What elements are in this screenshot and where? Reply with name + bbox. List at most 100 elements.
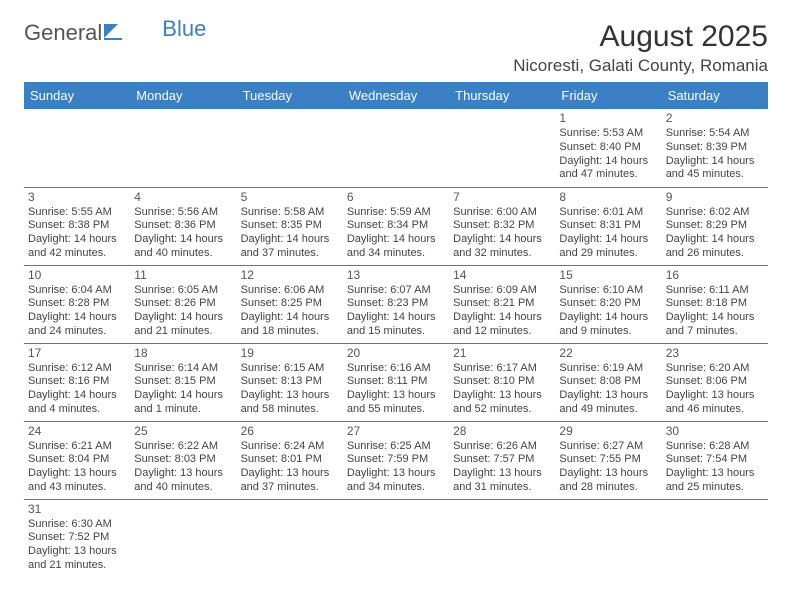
calendar-cell: 31Sunrise: 6:30 AMSunset: 7:52 PMDayligh… xyxy=(24,499,130,577)
logo-flag-icon xyxy=(104,20,124,46)
calendar-cell: 19Sunrise: 6:15 AMSunset: 8:13 PMDayligh… xyxy=(237,343,343,421)
calendar-cell: 23Sunrise: 6:20 AMSunset: 8:06 PMDayligh… xyxy=(662,343,768,421)
cell-sunrise: Sunrise: 6:04 AM xyxy=(28,284,126,298)
cell-sunrise: Sunrise: 6:10 AM xyxy=(559,284,657,298)
day-number: 13 xyxy=(347,268,445,283)
cell-sunset: Sunset: 8:39 PM xyxy=(666,141,764,155)
cell-daylight1: Daylight: 14 hours xyxy=(347,311,445,325)
cell-daylight1: Daylight: 14 hours xyxy=(28,389,126,403)
cell-sunrise: Sunrise: 6:30 AM xyxy=(28,518,126,532)
day-number: 18 xyxy=(134,346,232,361)
day-number: 29 xyxy=(559,424,657,439)
cell-daylight1: Daylight: 13 hours xyxy=(559,467,657,481)
calendar-cell: 15Sunrise: 6:10 AMSunset: 8:20 PMDayligh… xyxy=(555,265,661,343)
day-number: 1 xyxy=(559,111,657,126)
cell-sunset: Sunset: 7:54 PM xyxy=(666,453,764,467)
cell-daylight1: Daylight: 13 hours xyxy=(666,389,764,403)
calendar-cell: 16Sunrise: 6:11 AMSunset: 8:18 PMDayligh… xyxy=(662,265,768,343)
calendar-cell: 9Sunrise: 6:02 AMSunset: 8:29 PMDaylight… xyxy=(662,187,768,265)
cell-daylight1: Daylight: 14 hours xyxy=(241,311,339,325)
calendar-cell xyxy=(343,109,449,187)
calendar-cell xyxy=(449,109,555,187)
cell-daylight1: Daylight: 13 hours xyxy=(241,467,339,481)
cell-sunrise: Sunrise: 6:05 AM xyxy=(134,284,232,298)
calendar-cell: 5Sunrise: 5:58 AMSunset: 8:35 PMDaylight… xyxy=(237,187,343,265)
cell-daylight2: and 7 minutes. xyxy=(666,325,764,339)
calendar-cell: 17Sunrise: 6:12 AMSunset: 8:16 PMDayligh… xyxy=(24,343,130,421)
calendar-cell: 24Sunrise: 6:21 AMSunset: 8:04 PMDayligh… xyxy=(24,421,130,499)
calendar-cell: 7Sunrise: 6:00 AMSunset: 8:32 PMDaylight… xyxy=(449,187,555,265)
calendar-row: 1Sunrise: 5:53 AMSunset: 8:40 PMDaylight… xyxy=(24,109,768,187)
cell-sunrise: Sunrise: 6:06 AM xyxy=(241,284,339,298)
cell-daylight2: and 15 minutes. xyxy=(347,325,445,339)
day-number: 19 xyxy=(241,346,339,361)
calendar-cell: 4Sunrise: 5:56 AMSunset: 8:36 PMDaylight… xyxy=(130,187,236,265)
calendar-cell xyxy=(237,109,343,187)
calendar-cell xyxy=(130,499,236,577)
calendar-cell: 6Sunrise: 5:59 AMSunset: 8:34 PMDaylight… xyxy=(343,187,449,265)
cell-daylight2: and 45 minutes. xyxy=(666,168,764,182)
cell-daylight1: Daylight: 14 hours xyxy=(666,155,764,169)
day-header: Saturday xyxy=(662,82,768,109)
cell-sunset: Sunset: 8:36 PM xyxy=(134,219,232,233)
cell-sunset: Sunset: 8:25 PM xyxy=(241,297,339,311)
day-number: 20 xyxy=(347,346,445,361)
cell-sunset: Sunset: 8:15 PM xyxy=(134,375,232,389)
cell-daylight2: and 52 minutes. xyxy=(453,403,551,417)
day-number: 4 xyxy=(134,190,232,205)
day-header: Sunday xyxy=(24,82,130,109)
cell-daylight2: and 29 minutes. xyxy=(559,247,657,261)
day-number: 2 xyxy=(666,111,764,126)
cell-daylight2: and 34 minutes. xyxy=(347,481,445,495)
day-number: 15 xyxy=(559,268,657,283)
cell-sunset: Sunset: 8:28 PM xyxy=(28,297,126,311)
cell-daylight2: and 9 minutes. xyxy=(559,325,657,339)
calendar-cell: 28Sunrise: 6:26 AMSunset: 7:57 PMDayligh… xyxy=(449,421,555,499)
cell-sunset: Sunset: 7:59 PM xyxy=(347,453,445,467)
day-number: 25 xyxy=(134,424,232,439)
calendar-cell: 2Sunrise: 5:54 AMSunset: 8:39 PMDaylight… xyxy=(662,109,768,187)
calendar-row: 31Sunrise: 6:30 AMSunset: 7:52 PMDayligh… xyxy=(24,499,768,577)
calendar-cell: 8Sunrise: 6:01 AMSunset: 8:31 PMDaylight… xyxy=(555,187,661,265)
calendar-cell xyxy=(237,499,343,577)
cell-sunrise: Sunrise: 5:58 AM xyxy=(241,206,339,220)
cell-daylight2: and 46 minutes. xyxy=(666,403,764,417)
logo-text-blue: Blue xyxy=(162,16,206,42)
day-header: Friday xyxy=(555,82,661,109)
cell-sunset: Sunset: 8:08 PM xyxy=(559,375,657,389)
cell-daylight2: and 25 minutes. xyxy=(666,481,764,495)
cell-sunrise: Sunrise: 6:19 AM xyxy=(559,362,657,376)
cell-sunrise: Sunrise: 6:12 AM xyxy=(28,362,126,376)
cell-sunrise: Sunrise: 6:28 AM xyxy=(666,440,764,454)
cell-sunrise: Sunrise: 6:02 AM xyxy=(666,206,764,220)
day-header: Monday xyxy=(130,82,236,109)
cell-sunrise: Sunrise: 5:59 AM xyxy=(347,206,445,220)
cell-sunset: Sunset: 8:32 PM xyxy=(453,219,551,233)
day-number: 12 xyxy=(241,268,339,283)
cell-daylight2: and 12 minutes. xyxy=(453,325,551,339)
cell-sunset: Sunset: 8:10 PM xyxy=(453,375,551,389)
day-number: 31 xyxy=(28,502,126,517)
calendar-cell: 1Sunrise: 5:53 AMSunset: 8:40 PMDaylight… xyxy=(555,109,661,187)
day-number: 21 xyxy=(453,346,551,361)
cell-sunset: Sunset: 7:52 PM xyxy=(28,531,126,545)
cell-sunset: Sunset: 8:31 PM xyxy=(559,219,657,233)
cell-daylight1: Daylight: 14 hours xyxy=(134,233,232,247)
cell-daylight1: Daylight: 13 hours xyxy=(28,467,126,481)
calendar-cell: 11Sunrise: 6:05 AMSunset: 8:26 PMDayligh… xyxy=(130,265,236,343)
calendar-body: 1Sunrise: 5:53 AMSunset: 8:40 PMDaylight… xyxy=(24,109,768,577)
day-number: 26 xyxy=(241,424,339,439)
cell-daylight1: Daylight: 13 hours xyxy=(347,467,445,481)
cell-sunset: Sunset: 7:57 PM xyxy=(453,453,551,467)
cell-sunset: Sunset: 8:11 PM xyxy=(347,375,445,389)
location: Nicoresti, Galati County, Romania xyxy=(513,56,768,76)
calendar-cell xyxy=(662,499,768,577)
cell-daylight2: and 1 minute. xyxy=(134,403,232,417)
calendar-cell: 20Sunrise: 6:16 AMSunset: 8:11 PMDayligh… xyxy=(343,343,449,421)
cell-daylight1: Daylight: 14 hours xyxy=(453,311,551,325)
cell-sunrise: Sunrise: 5:56 AM xyxy=(134,206,232,220)
cell-sunrise: Sunrise: 6:07 AM xyxy=(347,284,445,298)
cell-daylight1: Daylight: 14 hours xyxy=(347,233,445,247)
cell-daylight2: and 28 minutes. xyxy=(559,481,657,495)
calendar-cell: 21Sunrise: 6:17 AMSunset: 8:10 PMDayligh… xyxy=(449,343,555,421)
